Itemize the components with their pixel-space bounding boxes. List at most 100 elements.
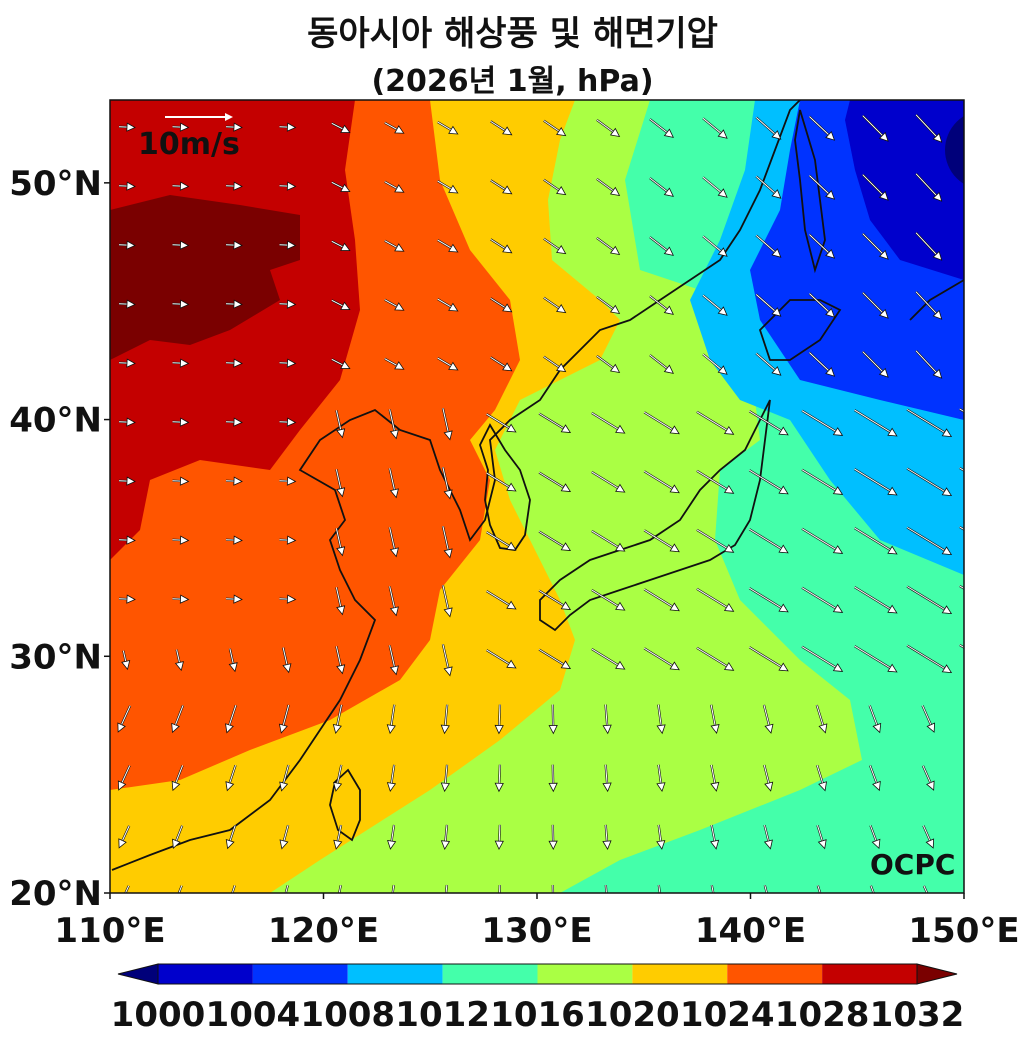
wind-arrow-shaft-fill — [801, 410, 840, 434]
wind-arrow-shaft-fill — [591, 471, 622, 491]
wind-arrow-shaft-fill — [976, 826, 985, 844]
colorbar-segment — [822, 964, 917, 984]
wind-arrow-head — [233, 358, 243, 368]
wind-arrow-shaft-fill — [442, 467, 450, 495]
wind-arrow-head — [663, 305, 674, 315]
wind-arrow-head — [941, 428, 953, 438]
wind-arrow-head — [602, 840, 612, 851]
wind-arrow-head — [548, 724, 558, 735]
wind-arrow-shaft — [959, 525, 964, 531]
wind-arrow-shaft-fill — [809, 234, 832, 256]
wind-arrow-head — [286, 417, 297, 427]
wind-arrow-head — [494, 840, 504, 851]
wind-arrow-head — [126, 122, 136, 132]
wind-arrow-head — [981, 781, 988, 790]
wind-arrow-shaft-fill — [969, 114, 992, 140]
wind-arrow-shaft-fill — [749, 528, 785, 552]
wind-arrow-head — [233, 122, 243, 132]
wind-arrow-head — [832, 486, 844, 495]
wind-arrow-head — [279, 839, 289, 850]
wind-arrow-shaft-fill — [854, 527, 894, 553]
wind-arrow-shaft-fill — [906, 468, 949, 494]
coastline-kamchatka — [909, 279, 964, 321]
wind-arrow-head — [227, 898, 235, 907]
wind-arrow-head — [286, 299, 297, 309]
wind-arrow-head — [506, 482, 517, 492]
wind-arrow-head — [179, 417, 190, 427]
wind-arrow-head — [603, 899, 611, 907]
wind-arrow-shaft-fill — [801, 646, 840, 670]
wind-arrow-head — [817, 839, 827, 850]
lon-tick-label: 140°E — [695, 911, 806, 951]
wind-arrow-head — [126, 358, 136, 368]
wind-arrow-head — [440, 840, 451, 850]
wind-arrow-head — [334, 898, 342, 907]
wind-arrow-head — [932, 132, 943, 143]
wind-arrow-shaft-fill — [486, 590, 513, 608]
wind-arrow-shaft-fill — [486, 472, 513, 490]
wind-arrow-head — [440, 782, 450, 793]
wind-arrow-head — [615, 660, 626, 670]
wind-arrow-head — [448, 243, 459, 253]
wind-arrow-shaft-fill — [538, 590, 568, 608]
wind-arrow-shaft — [959, 407, 964, 413]
wind-arrow-head — [126, 181, 136, 191]
wind-arrow-head — [764, 723, 774, 734]
wind-arrow-head — [987, 371, 995, 380]
wind-arrow-head — [941, 605, 953, 615]
wind-arrow-shaft-fill — [445, 884, 448, 893]
wind-arrow-head — [723, 543, 735, 553]
wind-arrow-head — [506, 659, 517, 669]
band-below-1000 — [945, 115, 964, 185]
wind-arrow-shaft-fill — [969, 232, 992, 258]
wind-arrow-head — [764, 898, 772, 907]
wind-arrow-shaft-fill — [959, 467, 964, 472]
wind-arrow-head — [286, 358, 297, 368]
wind-arrow-shaft-fill — [702, 353, 725, 373]
wind-arrow-head — [771, 307, 782, 317]
coastline-asia — [111, 100, 801, 871]
colorbar-extend-high — [916, 963, 958, 985]
wind-arrow-shaft-fill — [442, 644, 450, 672]
wind-arrow-head — [126, 417, 136, 427]
wind-reference-label: 10m/s — [138, 127, 240, 162]
colorbar-label: 1020 — [585, 995, 680, 1035]
wind-arrow-shaft-fill — [538, 413, 568, 431]
wind-arrow-shaft-fill — [392, 885, 395, 893]
wind-arrow-shaft — [969, 114, 992, 140]
colorbar-segment — [347, 964, 443, 984]
wind-arrow-head — [669, 543, 680, 553]
wind-arrow-head — [119, 897, 126, 906]
coastlines — [111, 100, 964, 871]
wind-arrow-head — [878, 131, 889, 142]
wind-arrow-head — [278, 723, 288, 734]
wind-arrow-head — [887, 427, 898, 437]
wind-arrow-head — [126, 299, 136, 309]
wind-arrow-head — [443, 607, 453, 618]
wind-arrow-head — [980, 897, 987, 906]
wind-arrow-head — [887, 604, 898, 614]
wind-arrow-head — [389, 429, 399, 440]
wind-arrow-shaft-fill — [591, 648, 622, 668]
wind-arrow-head — [286, 535, 297, 545]
ocpc-watermark: OCPC — [870, 848, 955, 881]
wind-arrow-head — [126, 476, 136, 486]
wind-arrow-shaft-fill — [696, 411, 731, 433]
wind-arrow-shaft — [969, 232, 992, 258]
wind-arrow-head — [443, 489, 453, 500]
wind-arrow-shaft-fill — [591, 412, 622, 432]
wind-arrow-head — [825, 131, 836, 141]
wind-arrow-shaft-fill — [591, 530, 622, 550]
wind-arrow-head — [602, 724, 612, 735]
wind-arrow-head — [560, 601, 572, 611]
wind-arrow-head — [442, 899, 450, 907]
wind-arrow-head — [340, 301, 351, 310]
wind-arrow-head — [656, 782, 666, 793]
wind-arrow-shaft-fill — [644, 411, 676, 433]
wind-arrow-shaft-fill — [755, 235, 779, 255]
wind-arrow-shaft-fill — [644, 647, 676, 669]
wind-arrow-head — [556, 127, 567, 137]
pressure-fill — [110, 100, 964, 893]
wind-arrow-head — [389, 547, 399, 558]
wind-arrow-shaft-fill — [749, 646, 785, 670]
